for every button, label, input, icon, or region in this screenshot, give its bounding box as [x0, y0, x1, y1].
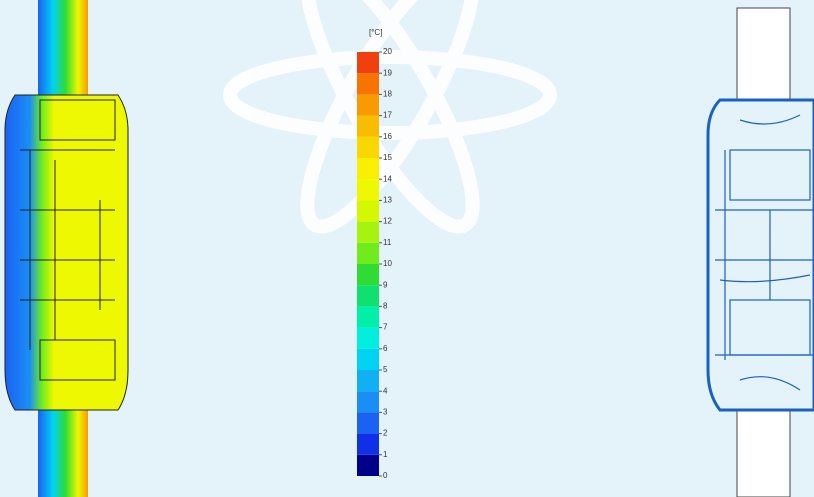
- page: [°C] 01234567891011121314151617181920 ((…: [0, 0, 814, 497]
- logo-watermark: [230, 0, 550, 245]
- scale-segment: [357, 243, 379, 264]
- scale-segment: [357, 328, 379, 349]
- tick-label: 10: [383, 259, 392, 268]
- tick-label: 16: [383, 132, 392, 141]
- scale-segment: [357, 73, 379, 94]
- scale-segment: [357, 370, 379, 391]
- scale-segment: [357, 116, 379, 137]
- scale-segment: [357, 349, 379, 370]
- isotherm-section: [708, 8, 814, 497]
- tick-label: 15: [383, 153, 392, 162]
- scale-segment: [357, 222, 379, 243]
- scale-segment: [357, 179, 379, 200]
- scale-segment: [357, 94, 379, 115]
- tick-label: 17: [383, 111, 392, 120]
- tick-label: 13: [383, 196, 392, 205]
- tick-label: 2: [383, 429, 388, 438]
- tick-label: 20: [383, 47, 392, 56]
- tick-label: 14: [383, 174, 392, 183]
- scale-segment: [357, 52, 379, 73]
- tick-label: 8: [383, 302, 388, 311]
- scale-segment: [357, 391, 379, 412]
- screen: [°C] 01234567891011121314151617181920: [0, 0, 814, 497]
- tick-label: 12: [383, 217, 392, 226]
- unit-label: [°C]: [369, 28, 382, 37]
- tick-label: 0: [383, 471, 388, 480]
- tick-label: 11: [383, 238, 392, 247]
- scale-segment: [357, 285, 379, 306]
- tick-label: 7: [383, 323, 388, 332]
- tick-label: 6: [383, 344, 388, 353]
- tick-label: 9: [383, 280, 388, 289]
- tick-label: 3: [383, 408, 388, 417]
- scale-segment: [357, 412, 379, 433]
- scale-segment: [357, 306, 379, 327]
- tick-label: 5: [383, 365, 388, 374]
- scale-segment: [357, 434, 379, 455]
- scale-segment: [357, 264, 379, 285]
- scale-segment: [357, 137, 379, 158]
- tick-label: 18: [383, 90, 392, 99]
- scale-segment: [357, 200, 379, 221]
- scale-segment: [357, 158, 379, 179]
- thermal-section: [5, 0, 128, 497]
- tick-label: 19: [383, 68, 392, 77]
- scale-segment: [357, 455, 379, 476]
- tick-label: 4: [383, 386, 388, 395]
- tick-label: 1: [383, 450, 388, 459]
